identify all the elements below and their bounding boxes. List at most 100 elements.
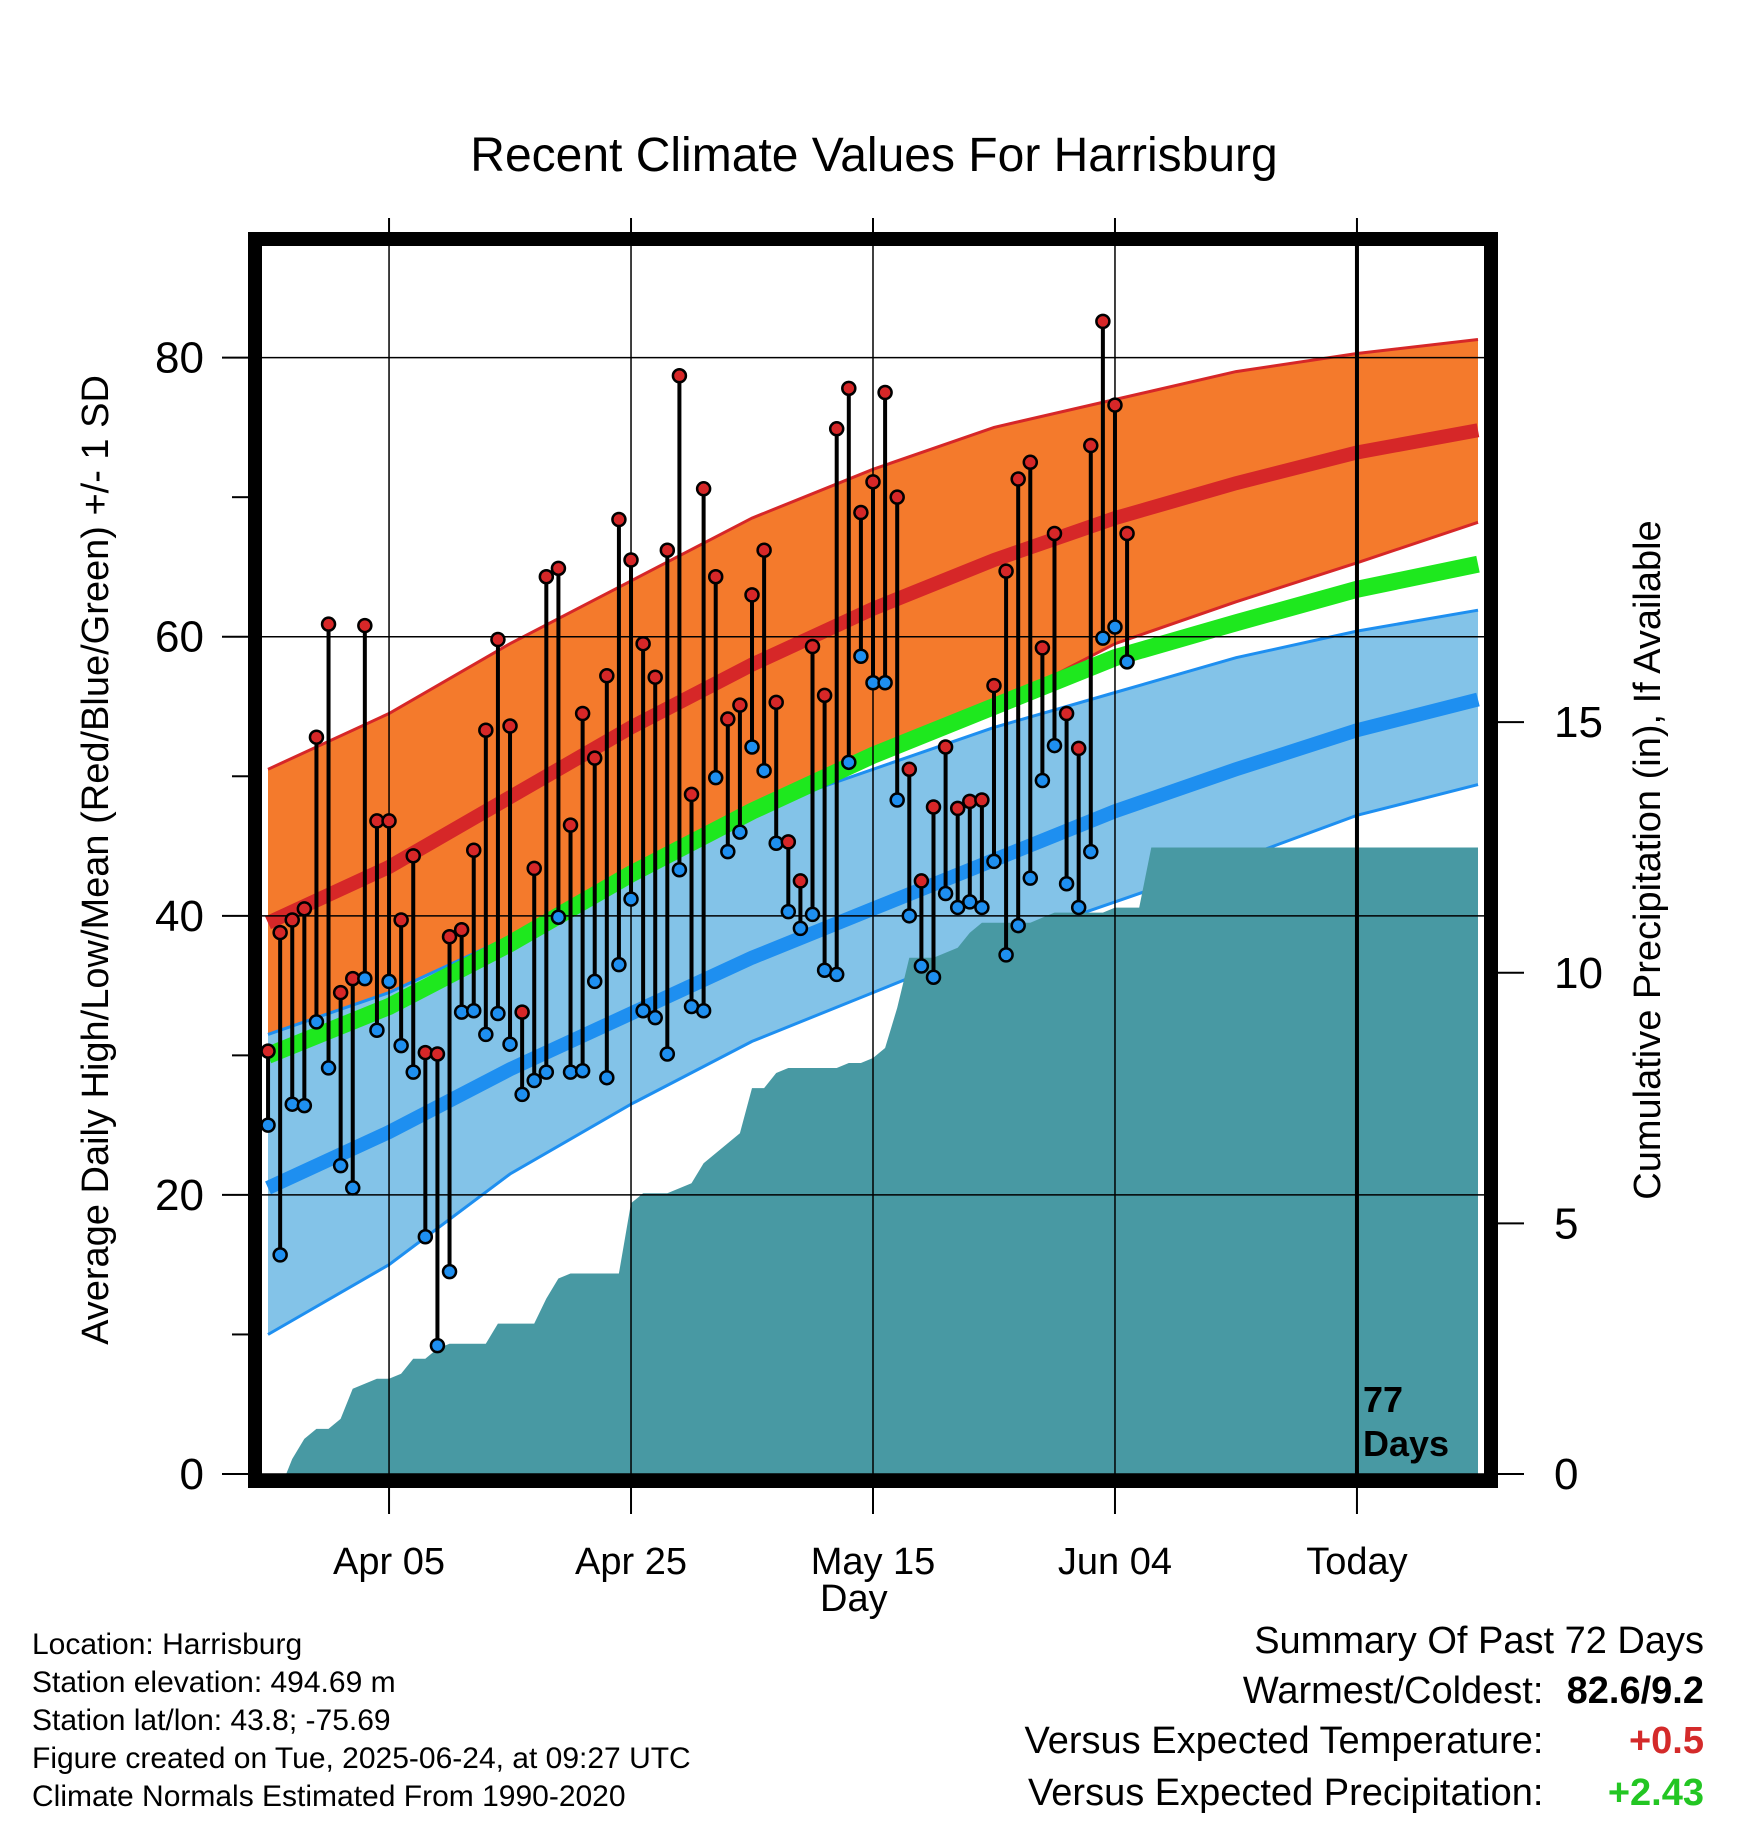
- y2-axis-label: Cumulative Precipitation (in), If Availa…: [1627, 520, 1669, 1199]
- daily-high-point: [889, 489, 905, 505]
- daily-high-point: [744, 587, 760, 603]
- daily-high-point: [768, 694, 784, 711]
- daily-high-point: [502, 718, 518, 734]
- daily-high-point: [296, 901, 313, 917]
- daily-low-point: [949, 899, 966, 916]
- daily-low-point: [828, 966, 845, 983]
- daily-high-point: [1083, 437, 1099, 454]
- daily-low-point: [732, 824, 748, 840]
- y2-tick-label: 5: [1554, 1199, 1578, 1248]
- daily-high-point: [490, 631, 506, 648]
- daily-high-point: [1058, 705, 1075, 722]
- daily-high-point: [357, 617, 373, 634]
- daily-high-point: [284, 912, 300, 928]
- daily-high-point: [683, 786, 700, 803]
- daily-high-point: [405, 848, 421, 864]
- footer-latlon: Station lat/lon: 43.8; -75.69: [32, 1704, 391, 1737]
- daily-high-point: [514, 1004, 530, 1020]
- daily-high-point: [1133, 0, 1146, 7]
- daily-low-point: [1022, 870, 1039, 886]
- daily-low-point: [659, 1046, 676, 1062]
- daily-high-point: [853, 504, 869, 521]
- daily-low-point: [405, 1064, 421, 1080]
- daily-low-point: [1010, 917, 1026, 934]
- daily-high-point: [1119, 525, 1135, 542]
- daily-high-point: [913, 873, 930, 889]
- daily-high-point: [550, 560, 567, 577]
- daily-high-point: [429, 1046, 446, 1062]
- daily-high-point: [538, 568, 555, 585]
- daily-high-point: [865, 474, 881, 490]
- daily-low-point: [538, 1064, 555, 1080]
- daily-low-point: [526, 1072, 542, 1089]
- daily-high-point: [877, 384, 893, 401]
- x-axis-label: Day: [820, 1578, 888, 1620]
- y2-tick-label: 15: [1554, 698, 1603, 747]
- daily-high-point: [756, 542, 772, 558]
- daily-low-point: [1083, 843, 1099, 860]
- x-tick-label: May 15: [811, 1541, 936, 1583]
- daily-high-point: [792, 873, 809, 889]
- today-days-label: Days: [1363, 1423, 1449, 1464]
- daily-high-point: [308, 729, 325, 745]
- daily-low-point: [502, 1036, 518, 1052]
- daily-high-point: [262, 1043, 276, 1059]
- daily-low-point: [1107, 619, 1123, 635]
- daily-high-point: [611, 511, 627, 528]
- daily-low-point: [647, 1009, 663, 1026]
- daily-high-point: [804, 638, 821, 655]
- daily-low-point: [937, 885, 954, 902]
- summary-warmest-label: Warmest/Coldest:: [1242, 1670, 1544, 1712]
- daily-low-point: [804, 906, 821, 923]
- daily-high-point: [623, 552, 639, 568]
- daily-low-point: [1095, 630, 1111, 646]
- y2-tick-label: 0: [1554, 1450, 1578, 1499]
- x-tick-label: Today: [1306, 1541, 1407, 1583]
- daily-low-point: [841, 754, 857, 771]
- daily-low-point: [599, 1069, 615, 1086]
- daily-low-point: [272, 1247, 288, 1263]
- daily-low-point: [611, 956, 627, 973]
- daily-low-point: [962, 894, 978, 910]
- daily-low-point: [1034, 772, 1051, 789]
- daily-low-point: [986, 853, 1002, 870]
- y-tick-label: 20: [155, 1171, 204, 1220]
- daily-high-point: [599, 668, 615, 684]
- daily-low-point: [357, 970, 373, 987]
- footer-elevation: Station elevation: 494.69 m: [32, 1666, 396, 1699]
- daily-high-point: [332, 984, 349, 1001]
- daily-high-point: [320, 616, 337, 632]
- y2-tick-label: 10: [1554, 949, 1603, 998]
- daily-high-point: [998, 563, 1014, 579]
- daily-high-point: [635, 635, 651, 652]
- daily-high-point: [478, 722, 494, 738]
- daily-low-point: [792, 920, 809, 937]
- plot-frame: [248, 232, 1498, 1488]
- daily-high-point: [841, 380, 857, 397]
- daily-low-point: [925, 969, 942, 985]
- x-tick-label: Apr 25: [575, 1541, 687, 1583]
- footer-normals: Climate Normals Estimated From 1990-2020: [32, 1780, 626, 1813]
- daily-high-point: [562, 817, 579, 833]
- daily-low-point: [393, 1037, 409, 1054]
- daily-high-point: [671, 368, 688, 384]
- daily-high-point: [441, 929, 458, 945]
- footer-location: Location: Harrisburg: [32, 1628, 303, 1661]
- daily-high-point: [272, 924, 288, 941]
- daily-low-point: [586, 973, 603, 990]
- daily-low-point: [550, 909, 567, 925]
- daily-low-point: [1046, 737, 1063, 754]
- footer-created: Figure created on Tue, 2025-06-24, at 09…: [32, 1742, 691, 1775]
- summary-temp-value: +0.5: [1628, 1720, 1704, 1762]
- plot-area: [262, 0, 1484, 1474]
- daily-high-point: [659, 542, 676, 558]
- daily-low-point: [296, 1097, 313, 1114]
- summary-title: Summary Of Past 72 Days: [1254, 1620, 1704, 1662]
- daily-high-point: [925, 799, 942, 815]
- daily-high-point: [937, 739, 954, 755]
- summary-warmest-value: 82.6/9.2: [1566, 1670, 1704, 1712]
- daily-high-point: [1046, 525, 1063, 542]
- daily-high-point: [1034, 640, 1051, 656]
- daily-low-point: [695, 1002, 712, 1019]
- daily-high-point: [465, 842, 482, 858]
